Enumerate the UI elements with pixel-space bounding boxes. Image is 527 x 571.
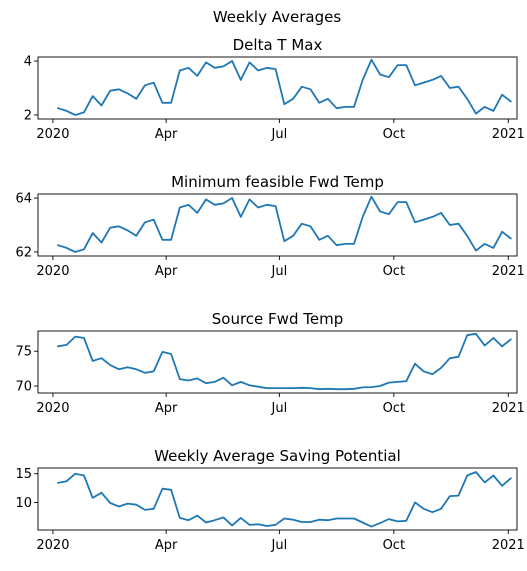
x-tick-label: 2020 bbox=[36, 264, 69, 279]
x-tick-label: Oct bbox=[383, 401, 405, 416]
x-tick-label: Apr bbox=[155, 127, 178, 142]
y-tick-label: 2 bbox=[24, 108, 32, 123]
subplot-title: Delta T Max bbox=[233, 36, 323, 54]
x-tick-label: 2021 bbox=[492, 264, 525, 279]
y-tick-label: 64 bbox=[15, 192, 32, 207]
y-tick-label: 62 bbox=[15, 245, 32, 260]
x-tick-label: 2020 bbox=[36, 127, 69, 142]
x-tick-label: 2021 bbox=[492, 127, 525, 142]
subplot-title: Source Fwd Temp bbox=[212, 310, 343, 328]
x-tick-label: 2021 bbox=[492, 538, 525, 553]
x-tick-label: Apr bbox=[155, 264, 178, 279]
y-tick-label: 75 bbox=[15, 345, 32, 360]
subplot-title: Minimum feasible Fwd Temp bbox=[171, 173, 384, 191]
x-tick-label: Oct bbox=[383, 538, 405, 553]
series-line bbox=[57, 58, 512, 116]
plot-frame bbox=[37, 330, 518, 394]
x-tick-label: Jul bbox=[271, 127, 288, 142]
x-tick-label: Apr bbox=[155, 401, 178, 416]
x-tick-label: 2020 bbox=[36, 401, 69, 416]
x-tick-label: Jul bbox=[271, 401, 288, 416]
x-tick-label: Oct bbox=[383, 264, 405, 279]
x-tick-label: Oct bbox=[383, 127, 405, 142]
subplot-title: Weekly Average Saving Potential bbox=[154, 447, 401, 465]
subplot-3: Source Fwd Temp 70 75 2020 Apr Jul Oct 2021 bbox=[15, 310, 524, 416]
subplot-4: Weekly Average Saving Potential 10 15 2020 A… bbox=[15, 447, 524, 553]
y-tick-label: 4 bbox=[24, 55, 32, 70]
x-tick-label: 2021 bbox=[492, 401, 525, 416]
x-tick-label: Apr bbox=[155, 538, 178, 553]
figure-suptitle: Weekly Averages bbox=[213, 8, 342, 26]
plot-frame bbox=[37, 467, 518, 531]
subplot-1: Delta T Max 2 4 2020 Apr Jul Oct 2021 bbox=[24, 36, 525, 142]
x-tick-label: Jul bbox=[271, 538, 288, 553]
x-tick-label: 2020 bbox=[36, 538, 69, 553]
series-line bbox=[57, 332, 512, 391]
subplot-2: Minimum feasible Fwd Temp 62 64 2020 Apr Jul O… bbox=[15, 173, 524, 279]
series-line bbox=[57, 195, 512, 253]
x-tick-label: Jul bbox=[271, 264, 288, 279]
series-line bbox=[57, 471, 512, 528]
plot-frame bbox=[37, 56, 518, 120]
y-tick-label: 70 bbox=[15, 380, 32, 395]
y-tick-label: 15 bbox=[15, 467, 32, 482]
plot-frame bbox=[37, 193, 518, 257]
y-tick-label: 10 bbox=[15, 496, 32, 511]
